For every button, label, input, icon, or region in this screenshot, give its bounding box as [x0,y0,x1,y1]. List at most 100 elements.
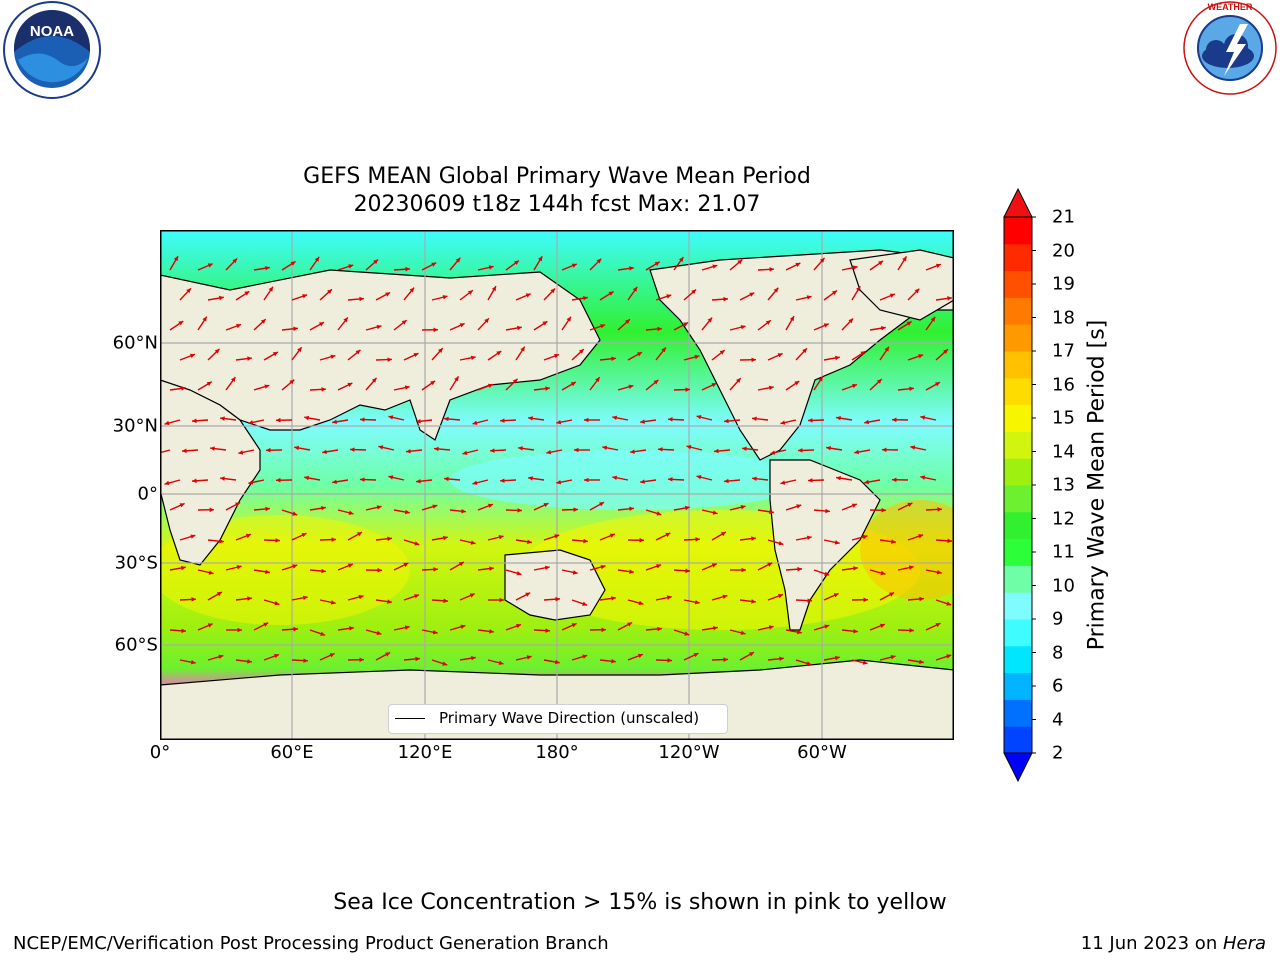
wave-arrow-head [554,353,560,359]
wave-arrow-head [491,286,496,292]
wave-arrow-head [884,346,889,352]
wave-arrow-head [207,623,213,628]
wave-arrow-head [630,449,635,454]
colorbar-tick-label: 8 [1052,642,1064,663]
wave-arrow-head [824,624,830,629]
wave-arrow-head [413,353,419,358]
land [160,249,954,740]
colorbar-tick-label: 14 [1052,441,1075,462]
wave-arrow-head [946,654,952,659]
wave-arrow-head [919,659,924,665]
wave-arrow-head [517,508,522,513]
colorbar [1003,187,1036,783]
wave-arrow-head [268,286,273,292]
wave-arrow-head [889,592,895,597]
wave-arrow-head [602,445,608,451]
wave-arrow-head [802,348,807,354]
wave-arrow-head [832,290,837,296]
wave-arrow-head [566,316,571,322]
wave-arrow-head [289,379,295,385]
wave-arrow-head [377,567,382,573]
wave-arrow-head [720,532,726,537]
wave-arrow-head [260,319,266,324]
wave-arrow-head [653,379,659,385]
wave-arrow-head [723,296,728,302]
wave-arrow-head [274,653,280,659]
wave-arrow-head [387,599,392,604]
colorbar-segment [1004,324,1032,352]
wave-arrow-head [245,533,251,538]
wave-arrow-head [819,257,825,263]
colorbar-tick-label: 17 [1052,340,1075,362]
wave-arrow-head [442,661,448,666]
wave-arrow-head [525,293,531,298]
wave-arrow-head [484,318,489,324]
colorbar-segment [1004,699,1032,727]
wave-arrow-head [214,348,220,354]
wave-arrow-head [192,418,197,424]
wave-arrow-head [544,565,550,571]
wave-arrow-head [442,295,448,300]
y-tick-label: 60°N [112,332,158,354]
wave-arrow-head [332,479,337,485]
wave-arrow-head [373,259,379,265]
wave-arrow-head [247,596,252,601]
wave-arrow-head [415,656,420,662]
chart-title: GEFS MEAN Global Primary Wave Mean Perio… [303,164,811,189]
wave-arrow-head [230,377,236,382]
wave-arrow-head [178,321,184,326]
wave-arrow-head [684,631,690,636]
wave-arrow-head [401,320,407,325]
wave-arrow-head [164,420,170,426]
wave-arrow-head [584,417,589,423]
wave-arrow-head [736,378,741,383]
wave-arrow-head [444,476,449,482]
wave-arrow-head [297,347,302,353]
sea-ice-note: Sea Ice Concentration > 15% is shown in … [333,890,947,915]
wave-arrow-head [625,319,630,324]
wave-arrow-head [433,327,438,333]
wave-arrow-head [360,417,365,422]
wave-arrow-head [856,286,861,292]
wave-arrow-head [458,562,464,567]
wave-arrow-head [301,533,307,538]
wave-arrow-head [434,446,439,452]
wave-arrow-head [907,502,913,507]
wave-arrow-head [768,625,774,630]
wave-arrow-head [376,630,382,636]
wave-arrow-head [598,502,604,507]
wave-arrow-head [628,384,634,389]
wave-arrow-head [496,351,502,356]
wave-arrow-head [737,259,743,265]
wave-arrow-head [220,416,225,421]
wave-arrow-head [696,475,702,480]
wave-arrow-head [232,258,238,264]
wave-arrow-head [488,265,494,270]
wave-arrow-head [600,564,606,570]
colorbar-tick-label: 13 [1052,474,1075,496]
wave-arrow-head [322,449,327,455]
wave-arrow-head [387,536,392,542]
wave-arrow-head [909,628,914,633]
wave-arrow-head [694,599,700,605]
legend-line-swatch [395,718,425,719]
colorbar-segment [1004,243,1032,272]
wave-arrow-head [657,326,662,332]
wave-arrow-head [302,294,308,299]
wave-arrow-head [293,626,298,632]
wave-arrow-head [818,376,823,382]
wave-arrow-head [724,418,729,424]
wave-arrow-head [320,631,326,636]
nws-logo: WEATHER [1183,1,1277,95]
wave-arrow-head [471,655,476,661]
wave-arrow-head [190,659,196,665]
wave-arrow-head [693,653,699,658]
wave-arrow-head [406,448,411,454]
wave-arrow-head [723,657,728,662]
wave-arrow-head [304,475,310,481]
wave-arrow-head [601,627,606,633]
wave-arrow-head [461,508,466,514]
svg-text:WEATHER: WEATHER [1208,2,1253,12]
wave-arrow-head [236,323,242,329]
wave-arrow-head [656,564,662,569]
